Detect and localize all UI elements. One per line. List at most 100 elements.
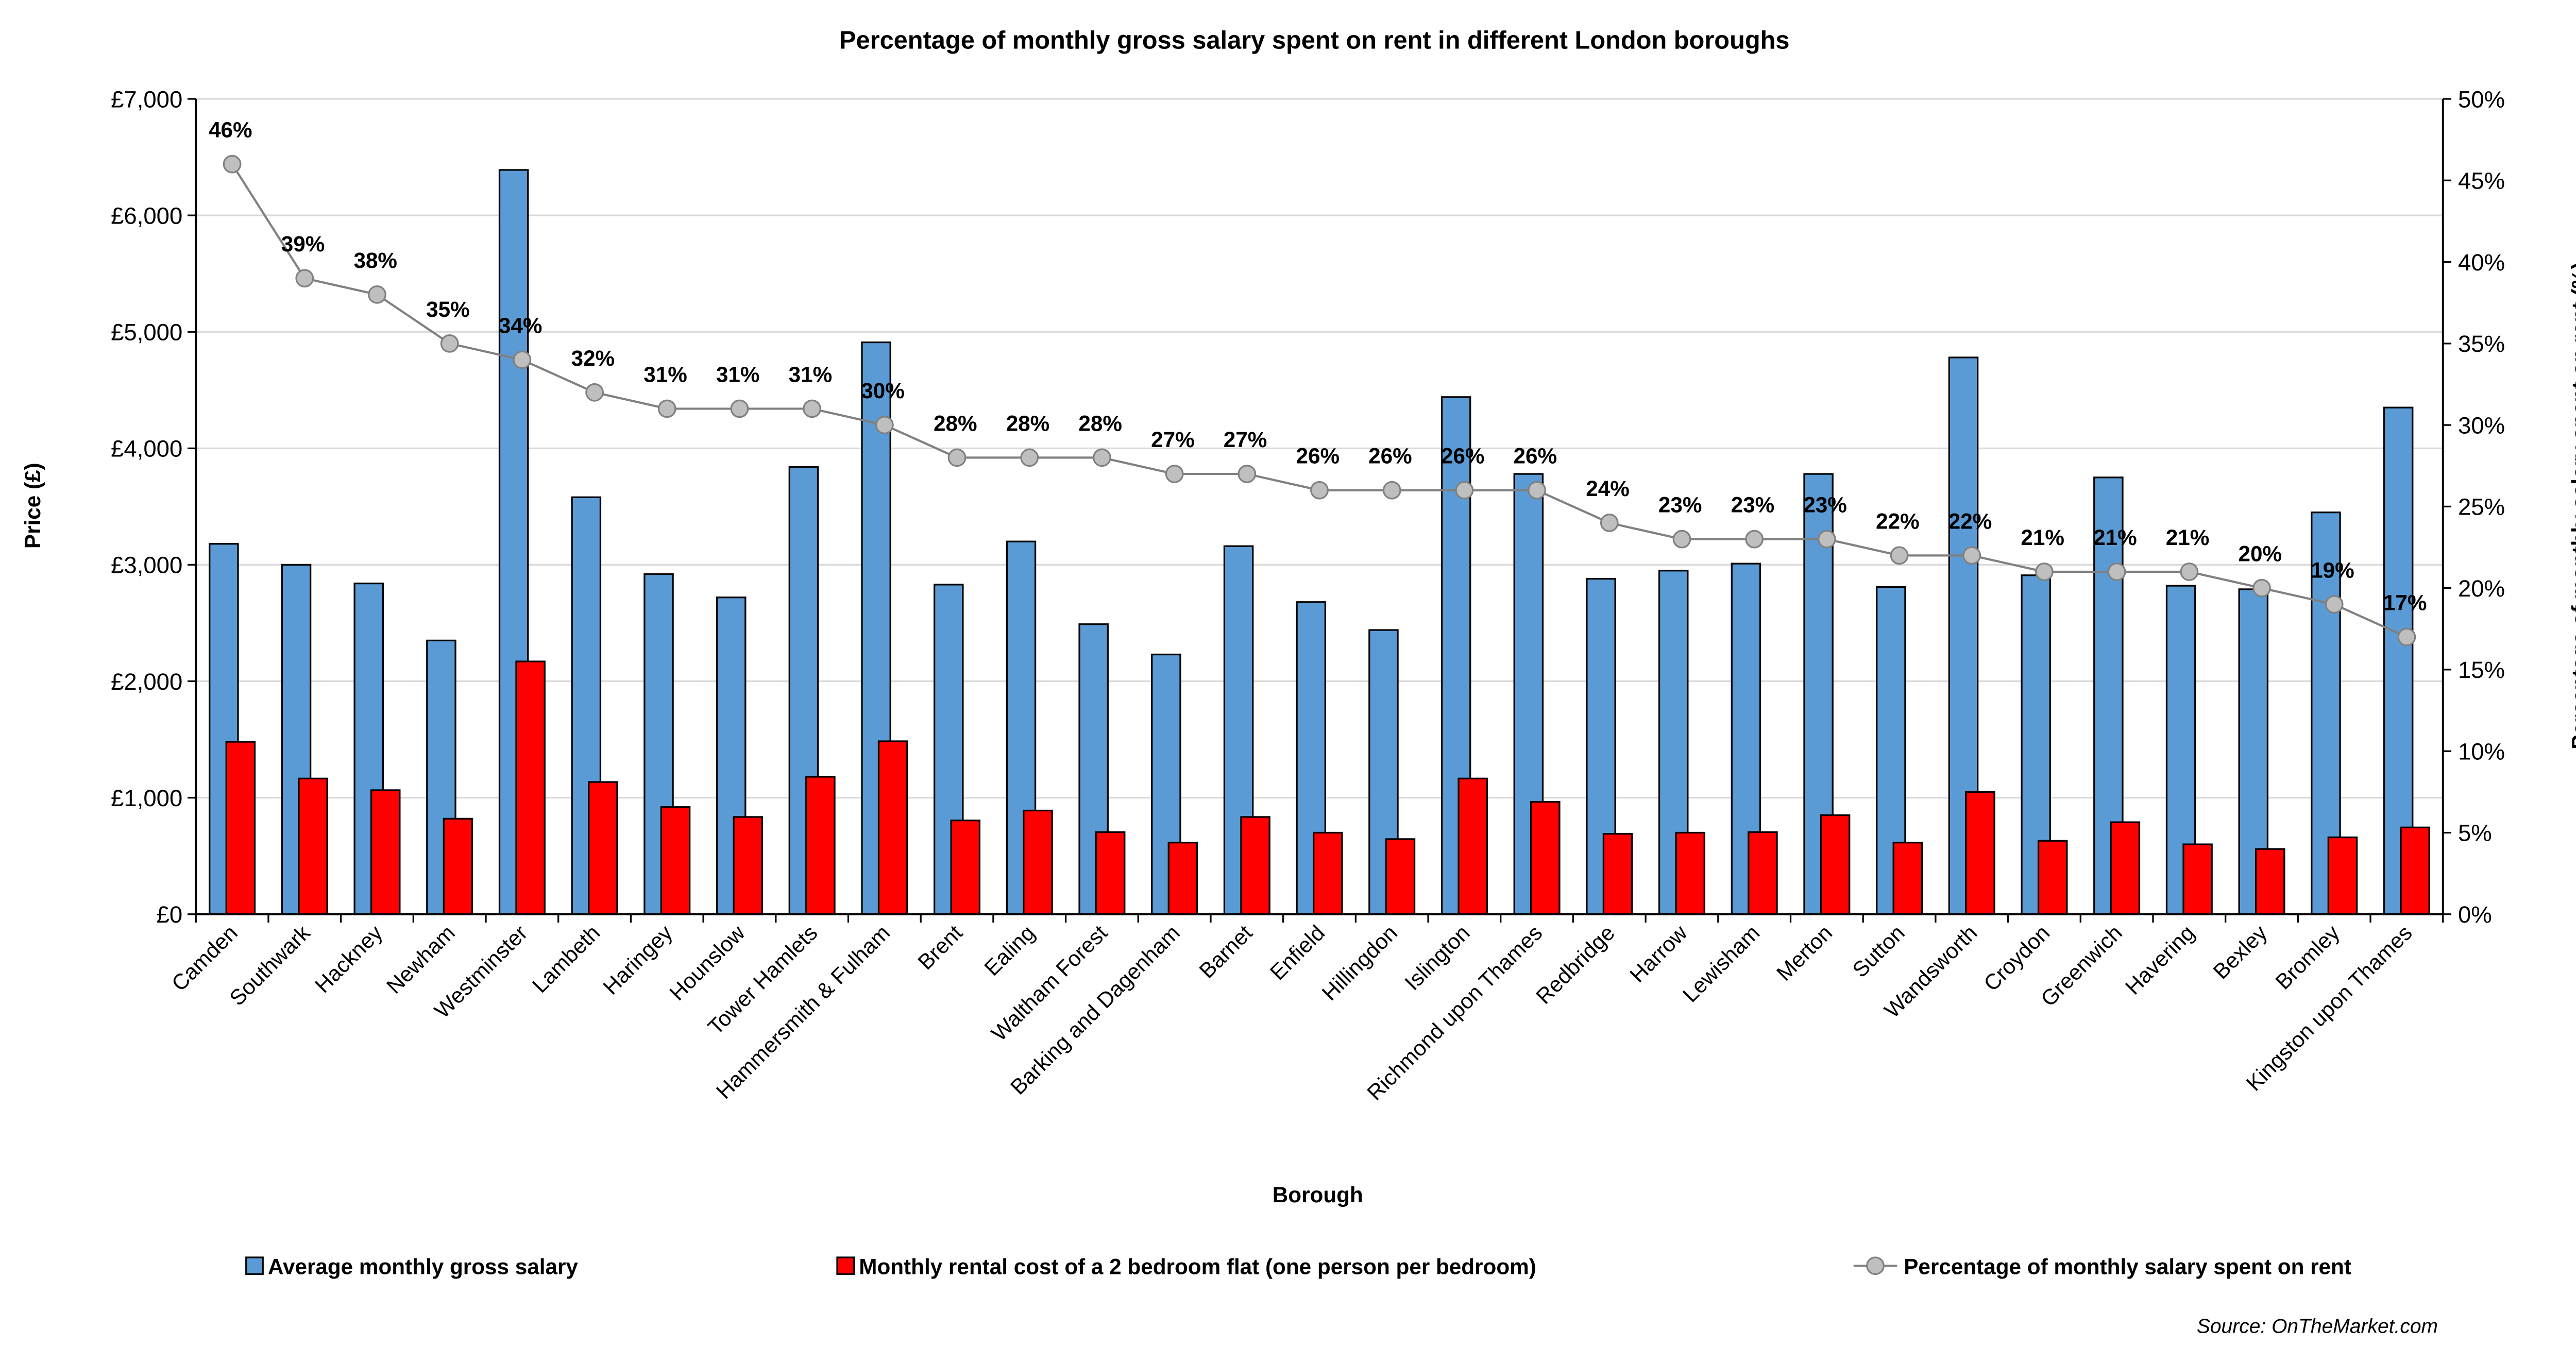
percentage-data-label: 23% bbox=[1658, 493, 1702, 517]
bar-rent bbox=[1385, 838, 1416, 915]
bar-rent bbox=[2037, 840, 2068, 915]
x-tick-label: Islington bbox=[1400, 921, 1475, 995]
percentage-data-label: 27% bbox=[1151, 428, 1195, 452]
bar-rent bbox=[1313, 831, 1343, 915]
x-tick-label: Hackney bbox=[310, 920, 387, 997]
bar-rent bbox=[1748, 831, 1778, 915]
y2-tick-label: 35% bbox=[2458, 331, 2505, 357]
bar-rent bbox=[225, 741, 256, 915]
y-tick-label: £4,000 bbox=[111, 436, 182, 462]
bar-rent bbox=[370, 789, 401, 915]
x-axis-title: Borough bbox=[1273, 1183, 1363, 1207]
axes: £0 £1,000 £2,000 £3,000 £4,000 £5,000 £6,000 £7… bbox=[111, 86, 2505, 1105]
y2-tick-label: 20% bbox=[2458, 575, 2505, 602]
x-tick-label: Redbridge bbox=[1531, 921, 1619, 1009]
percentage-marker bbox=[1745, 530, 1764, 549]
percentage-data-label: 30% bbox=[861, 379, 905, 403]
bar-rent bbox=[298, 777, 328, 915]
gridlines bbox=[196, 98, 2443, 799]
percentage-data-label: 26% bbox=[1296, 444, 1340, 468]
bar-rent bbox=[1675, 831, 1705, 915]
percentage-marker bbox=[1600, 514, 1619, 532]
x-tick-label: Merton bbox=[1772, 921, 1837, 985]
percentage-marker bbox=[2180, 563, 2199, 581]
bar-salary bbox=[716, 597, 747, 915]
percentage-marker bbox=[1238, 465, 1257, 483]
percentage-data-label: 38% bbox=[353, 248, 397, 272]
percentage-data-label: 26% bbox=[1514, 444, 1557, 468]
bar-rent bbox=[950, 820, 981, 915]
legend-item-salary: Average monthly gross salary bbox=[245, 1255, 578, 1279]
x-tick-label: Brent bbox=[913, 921, 967, 975]
percentage-data-label: 32% bbox=[571, 346, 615, 370]
percentage-marker bbox=[657, 399, 676, 418]
percentage-data-label: 28% bbox=[934, 411, 977, 435]
source-note: Source: OnTheMarket.com bbox=[2197, 1315, 2438, 1337]
y-tick-label: £7,000 bbox=[111, 86, 182, 112]
percentage-marker bbox=[2397, 627, 2416, 646]
bar-rent bbox=[1095, 831, 1126, 915]
percentage-marker bbox=[2107, 563, 2126, 581]
percentage-data-label: 20% bbox=[2238, 542, 2282, 566]
bar-rent bbox=[1892, 842, 1923, 915]
percentage-marker bbox=[1455, 481, 1474, 500]
percentage-data-label: 31% bbox=[716, 362, 760, 386]
bar-rent bbox=[877, 740, 908, 915]
y2-tick-label: 10% bbox=[2458, 738, 2505, 764]
percentage-marker bbox=[1020, 448, 1039, 467]
y2-tick-label: 40% bbox=[2458, 249, 2505, 276]
percentage-data-label: 23% bbox=[1731, 493, 1775, 517]
bar-rent bbox=[1023, 809, 1053, 915]
legend-label-salary: Average monthly gross salary bbox=[268, 1255, 578, 1279]
percentage-data-label: 23% bbox=[1803, 493, 1847, 517]
chart-title: Percentage of monthly gross salary spent… bbox=[839, 27, 1790, 55]
percentage-marker bbox=[585, 383, 604, 402]
bar-rent bbox=[1167, 842, 1198, 915]
y2-tick-label: 50% bbox=[2458, 86, 2505, 112]
percentage-polyline bbox=[231, 163, 2408, 638]
legend-label-percentage: Percentage of monthly salary spent on re… bbox=[1904, 1255, 2351, 1279]
percentage-marker bbox=[1528, 481, 1546, 500]
y-tick-label: £0 bbox=[157, 901, 183, 928]
x-tick-label: Harrow bbox=[1625, 921, 1692, 987]
bar-rent bbox=[1965, 791, 1995, 915]
percentage-marker bbox=[1310, 481, 1329, 500]
percentage-marker bbox=[1382, 481, 1401, 500]
bar-rent bbox=[1458, 777, 1488, 915]
percentage-data-label: 46% bbox=[209, 118, 252, 142]
x-tick-label: Bromley bbox=[2270, 920, 2344, 994]
percentage-data-label: 27% bbox=[1224, 428, 1267, 452]
x-tick-label: Enfield bbox=[1265, 921, 1330, 985]
bar-rent bbox=[1602, 833, 1633, 915]
percentage-marker bbox=[875, 416, 894, 434]
y2-tick-label: 0% bbox=[2458, 901, 2492, 928]
bar-salary bbox=[861, 341, 891, 915]
bar-rent bbox=[1820, 814, 1851, 915]
percentage-marker bbox=[1817, 530, 1836, 549]
percentage-data-label: 24% bbox=[1586, 476, 1630, 501]
percentage-marker bbox=[513, 350, 532, 369]
y-tick-label: £5,000 bbox=[111, 319, 182, 345]
y-axis-title: Price (£) bbox=[21, 463, 45, 549]
percentage-data-label: 31% bbox=[643, 362, 687, 386]
bar-rent bbox=[2182, 843, 2213, 915]
bar-rent bbox=[733, 816, 763, 915]
y2-axis-title: Percentage of monthly salary spent on re… bbox=[2567, 262, 2576, 749]
x-tick-label: Barnet bbox=[1194, 921, 1257, 983]
y2-tick-label: 15% bbox=[2458, 657, 2505, 683]
percentage-marker bbox=[803, 399, 822, 418]
x-tick-label: Lewisham bbox=[1678, 921, 1765, 1007]
percentage-data-label: 28% bbox=[1006, 411, 1050, 435]
percentage-data-label: 19% bbox=[2311, 558, 2354, 582]
percentage-data-label: 22% bbox=[1948, 509, 1992, 533]
legend-item-rent: Monthly rental cost of a 2 bedroom flat … bbox=[836, 1255, 1536, 1279]
percentage-marker bbox=[730, 399, 749, 418]
percentage-data-label: 28% bbox=[1078, 411, 1122, 435]
percentage-marker bbox=[223, 155, 242, 174]
percentage-marker bbox=[1165, 465, 1184, 483]
percentage-data-label: 21% bbox=[2093, 525, 2137, 550]
bar-rent bbox=[805, 776, 836, 915]
x-tick-label: Bexley bbox=[2208, 920, 2272, 984]
percentage-data-label: 26% bbox=[1368, 444, 1412, 468]
